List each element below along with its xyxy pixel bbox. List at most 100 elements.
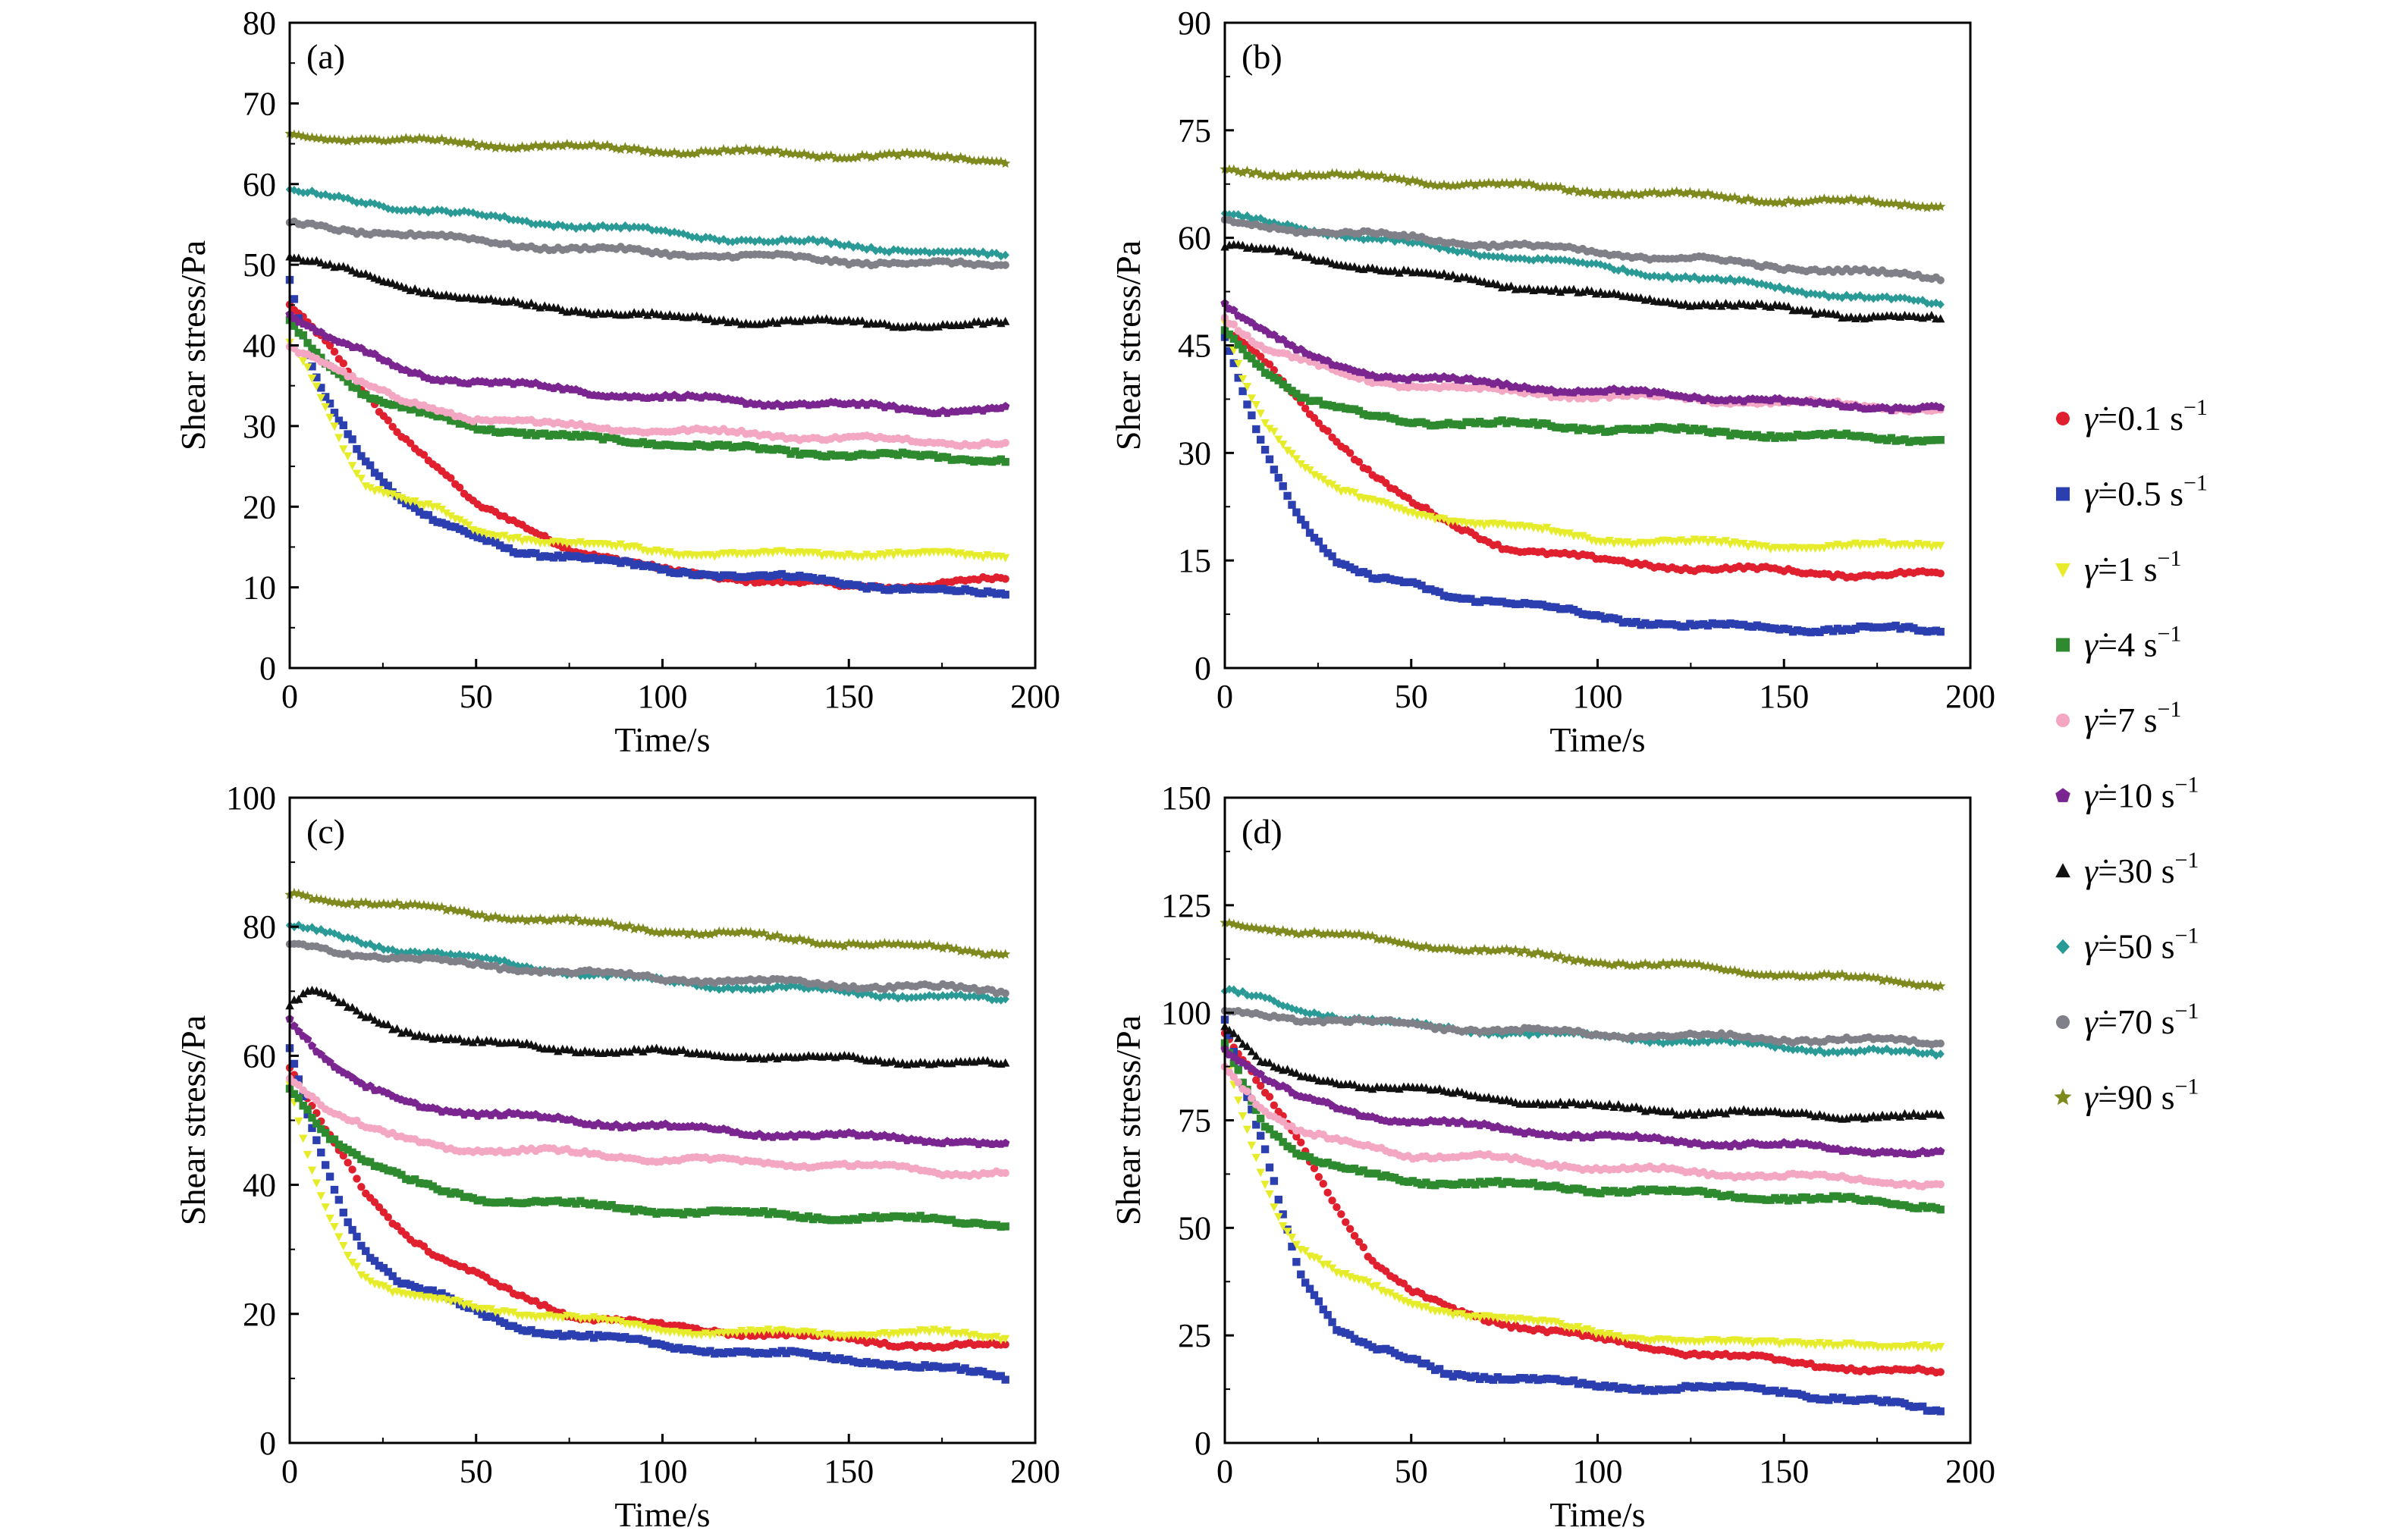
- data-point: [683, 569, 692, 577]
- data-point: [890, 585, 898, 593]
- data-point: [733, 572, 741, 582]
- data-point: [617, 559, 625, 567]
- data-point: [621, 438, 629, 447]
- data-point: [1296, 460, 1305, 469]
- x-tick-label: 100: [638, 1453, 688, 1490]
- data-point: [1524, 600, 1534, 608]
- data-point: [1543, 602, 1551, 610]
- data-point: [576, 432, 585, 441]
- data-point: [357, 390, 366, 398]
- panel-b: 0 50 100 150 2000153045607590(b)Time/sShear …: [1109, 5, 1995, 759]
- data-point: [585, 554, 594, 563]
- data-point: [1578, 424, 1587, 433]
- data-point: [572, 224, 580, 234]
- data-point: [639, 222, 648, 232]
- data-point: [768, 572, 777, 580]
- data-point: [379, 202, 388, 212]
- data-point: [1449, 270, 1458, 279]
- data-point: [947, 456, 956, 464]
- data-point: [339, 1208, 347, 1217]
- data-point: [482, 537, 491, 545]
- data-point: [1873, 623, 1882, 632]
- data-point: [1512, 418, 1520, 426]
- data-point: [1878, 434, 1887, 443]
- data-point: [460, 519, 469, 528]
- data-point: [871, 583, 880, 591]
- data-point: [1229, 334, 1238, 343]
- data-point: [343, 452, 353, 461]
- data-point: [742, 441, 750, 450]
- data-point: [312, 1136, 321, 1144]
- data-point: [325, 259, 334, 268]
- data-point: [1471, 419, 1480, 428]
- data-point: [1918, 626, 1927, 635]
- data-point: [1368, 574, 1377, 582]
- data-point: [460, 419, 469, 428]
- data-point: [567, 432, 576, 441]
- data-point: [1614, 615, 1623, 624]
- data-point: [1825, 430, 1833, 438]
- data-point: [464, 521, 473, 530]
- data-point: [1310, 414, 1319, 422]
- data-point: [893, 150, 903, 161]
- data-point: [1305, 397, 1314, 406]
- data-point: [532, 549, 540, 557]
- y-tick-label: 60: [1178, 220, 1211, 257]
- data-point: [617, 437, 625, 445]
- data-point: [992, 316, 1001, 325]
- data-point: [1364, 465, 1372, 474]
- data-point: [325, 134, 335, 144]
- data-point: [697, 441, 705, 450]
- data-point: [621, 557, 629, 566]
- data-point: [849, 243, 858, 252]
- data-point: [581, 223, 589, 233]
- data-point: [536, 219, 545, 228]
- data-point: [764, 572, 773, 581]
- data-point: [1328, 401, 1336, 410]
- data-point: [952, 456, 961, 464]
- data-point: [1606, 613, 1614, 622]
- data-point: [1386, 501, 1395, 510]
- data-point: [442, 413, 450, 422]
- data-point: [1529, 600, 1538, 609]
- data-point: [970, 588, 978, 596]
- data-point: [822, 237, 830, 246]
- data-point: [1248, 354, 1256, 362]
- data-point: [903, 450, 912, 458]
- data-point: [356, 475, 366, 484]
- data-point: [1637, 425, 1645, 434]
- data-point: [558, 430, 567, 438]
- data-point: [674, 441, 683, 450]
- data-point: [438, 519, 446, 527]
- series-4: [1220, 326, 1945, 447]
- data-point: [1918, 438, 1927, 446]
- data-point: [777, 148, 787, 158]
- data-point: [1739, 431, 1748, 440]
- data-point: [1636, 293, 1646, 302]
- data-point: [903, 246, 912, 256]
- data-point: [513, 215, 522, 224]
- data-point: [1001, 575, 1009, 583]
- data-point: [437, 505, 447, 514]
- data-point: [496, 213, 504, 222]
- data-point: [1431, 587, 1439, 595]
- data-point: [772, 145, 783, 155]
- data-point: [1721, 537, 1731, 546]
- data-point: [1484, 596, 1493, 605]
- data-point: [1427, 585, 1435, 594]
- data-point: [1784, 625, 1793, 634]
- data-point: [1247, 242, 1257, 251]
- data-point: [629, 561, 639, 569]
- data-point: [536, 553, 545, 561]
- data-point: [321, 1203, 330, 1212]
- data-point: [782, 572, 790, 581]
- data-point: [1807, 628, 1815, 637]
- data-point: [1686, 426, 1694, 434]
- data-point: [845, 240, 853, 249]
- data-point: [992, 249, 1001, 258]
- data-point: [1694, 426, 1703, 434]
- data-point: [1399, 578, 1408, 587]
- data-point: [974, 317, 984, 325]
- data-point: [401, 283, 411, 292]
